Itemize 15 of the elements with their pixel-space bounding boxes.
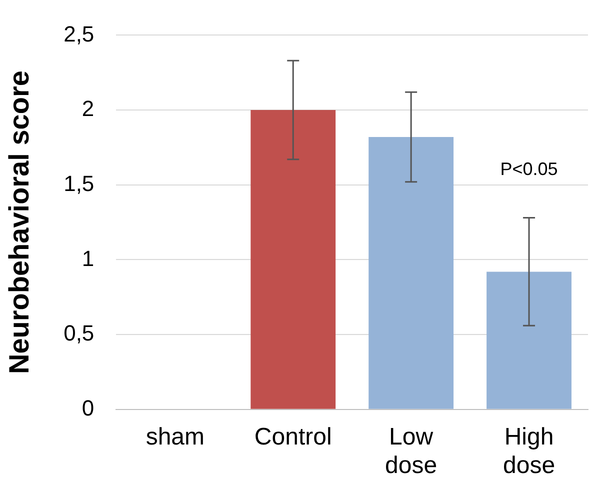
annotation: P<0.05: [500, 158, 558, 179]
x-tick-label: sham: [146, 423, 205, 450]
bar: [486, 272, 572, 409]
x-tick-label: High dose: [503, 423, 556, 480]
y-tick-label: 0: [82, 395, 94, 420]
y-tick-label: 2,5: [64, 21, 94, 46]
bar: [368, 136, 454, 409]
x-tick-label: Control: [254, 423, 332, 450]
y-tick-label: 2: [82, 96, 94, 122]
y-tick-label: 1: [82, 246, 94, 271]
y-tick-label: 1,5: [64, 170, 94, 196]
y-tick-label: 0,5: [64, 320, 94, 346]
x-tick-label: Low dose: [385, 423, 438, 480]
bar: [250, 110, 336, 409]
y-axis-title: Neurobehavioral score: [4, 70, 35, 374]
